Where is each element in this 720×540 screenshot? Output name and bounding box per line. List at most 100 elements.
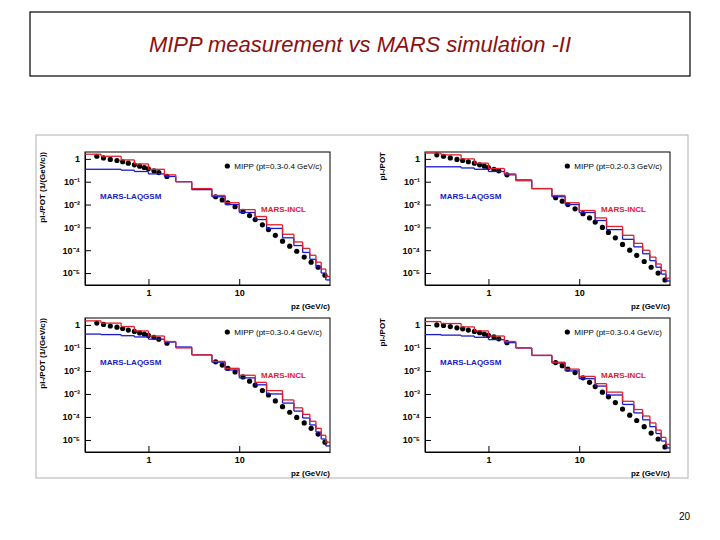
histogram-step [579,378,595,379]
histogram-step [239,377,255,378]
y-axis-line [425,319,426,453]
histogram-riser [655,257,656,264]
y-tick-mark [85,227,91,228]
data-point [656,436,661,441]
histogram-riser [175,342,176,348]
histogram-step [283,237,294,238]
y-tick-mark [85,325,91,326]
histogram-riser [661,430,662,437]
histogram-step [316,266,321,267]
histogram-step [267,390,283,391]
legend-marker [565,163,570,168]
histogram-step [441,323,461,324]
histogram-step [656,429,661,430]
histogram-step [579,376,595,377]
y-tick-mark [425,348,431,349]
histogram-step [595,385,606,386]
y-axis-line [85,319,86,453]
plot-area [425,322,670,450]
data-point [627,248,632,253]
histogram-step [607,229,623,230]
data-point [587,215,592,220]
histogram-step [212,196,225,197]
histogram-step [321,268,326,269]
x-axis: 110 [86,279,331,298]
histogram-step [650,256,656,257]
histogram-riser [622,226,623,235]
histogram-step [516,347,532,348]
x-axis-title: pz (GeV/c) [631,469,670,478]
histogram-step [579,212,595,213]
data-point [587,380,592,385]
histogram-riser [622,392,623,401]
histogram-step [310,255,316,256]
x-axis-line [86,452,331,453]
x-tick-mark [579,279,580,285]
histogram-step [634,246,643,247]
data-point [114,325,119,330]
x-tick: 10 [575,446,585,465]
histogram-step [425,152,441,153]
histogram [85,334,330,446]
y-tick: 10⁻⁵ [63,435,91,445]
y-tick-mark [425,250,431,251]
series-label: MARS-INCL [261,371,306,380]
histogram-step [148,173,164,174]
histogram-step [255,219,266,220]
plot-frame [85,152,330,285]
y-tick-label: 10⁻⁴ [63,412,80,422]
data-point [220,362,225,367]
x-tick: 1 [146,279,151,298]
histogram-riser [665,270,666,278]
data-point [662,444,667,449]
histogram-riser [633,401,634,409]
y-axis-title: pi-/POT (1/(GeV/c)) [38,318,47,389]
plot-area [85,321,330,446]
legend-marker [225,329,230,334]
data-point [466,159,471,164]
data-point [496,336,501,341]
histogram-step [148,169,164,170]
histogram-riser [661,264,662,270]
histogram-riser [211,355,212,362]
data-point [634,253,639,258]
histogram-step [461,326,474,327]
slide: MIPP measurement vs MARS simulation -II2… [0,0,720,540]
histogram-step [294,241,303,242]
histogram-riser [504,336,505,342]
y-tick-label: 10⁻² [64,200,80,210]
histogram-step [101,156,121,157]
histogram-riser [164,169,165,175]
data-point [309,260,314,265]
histogram-step [595,217,606,218]
histogram-step [532,355,552,356]
legend-label: MIPP (pt=0.3-0.4 GeV/c) [234,328,322,337]
histogram-step [164,341,175,342]
data-point [273,398,278,403]
data-point [466,327,471,332]
x-tick-label: 10 [235,455,245,465]
histogram-riser [315,421,316,428]
histogram-step [516,347,532,348]
x-axis-title: pz (GeV/c) [291,469,330,478]
histogram-step [326,279,330,280]
data-point [649,430,654,435]
histogram-step [283,399,294,400]
histogram-step [461,158,474,159]
data-point [302,254,307,259]
y-tick: 10⁻¹ [404,343,431,353]
histogram-step [634,409,643,410]
y-tick-label: 10⁻³ [404,389,420,399]
x-axis-title: pz (GeV/c) [291,302,330,311]
histogram-step [565,368,579,369]
data-point [454,157,459,162]
y-axis-title: pi-/POT [378,318,387,347]
histogram-riser [325,435,326,442]
data-point [316,431,321,436]
histogram-step [310,259,316,260]
y-tick: 10⁻⁴ [403,246,431,256]
histogram-step [121,335,134,336]
y-tick-mark [85,417,91,418]
histogram-step [425,334,441,335]
histogram-step [134,171,148,172]
